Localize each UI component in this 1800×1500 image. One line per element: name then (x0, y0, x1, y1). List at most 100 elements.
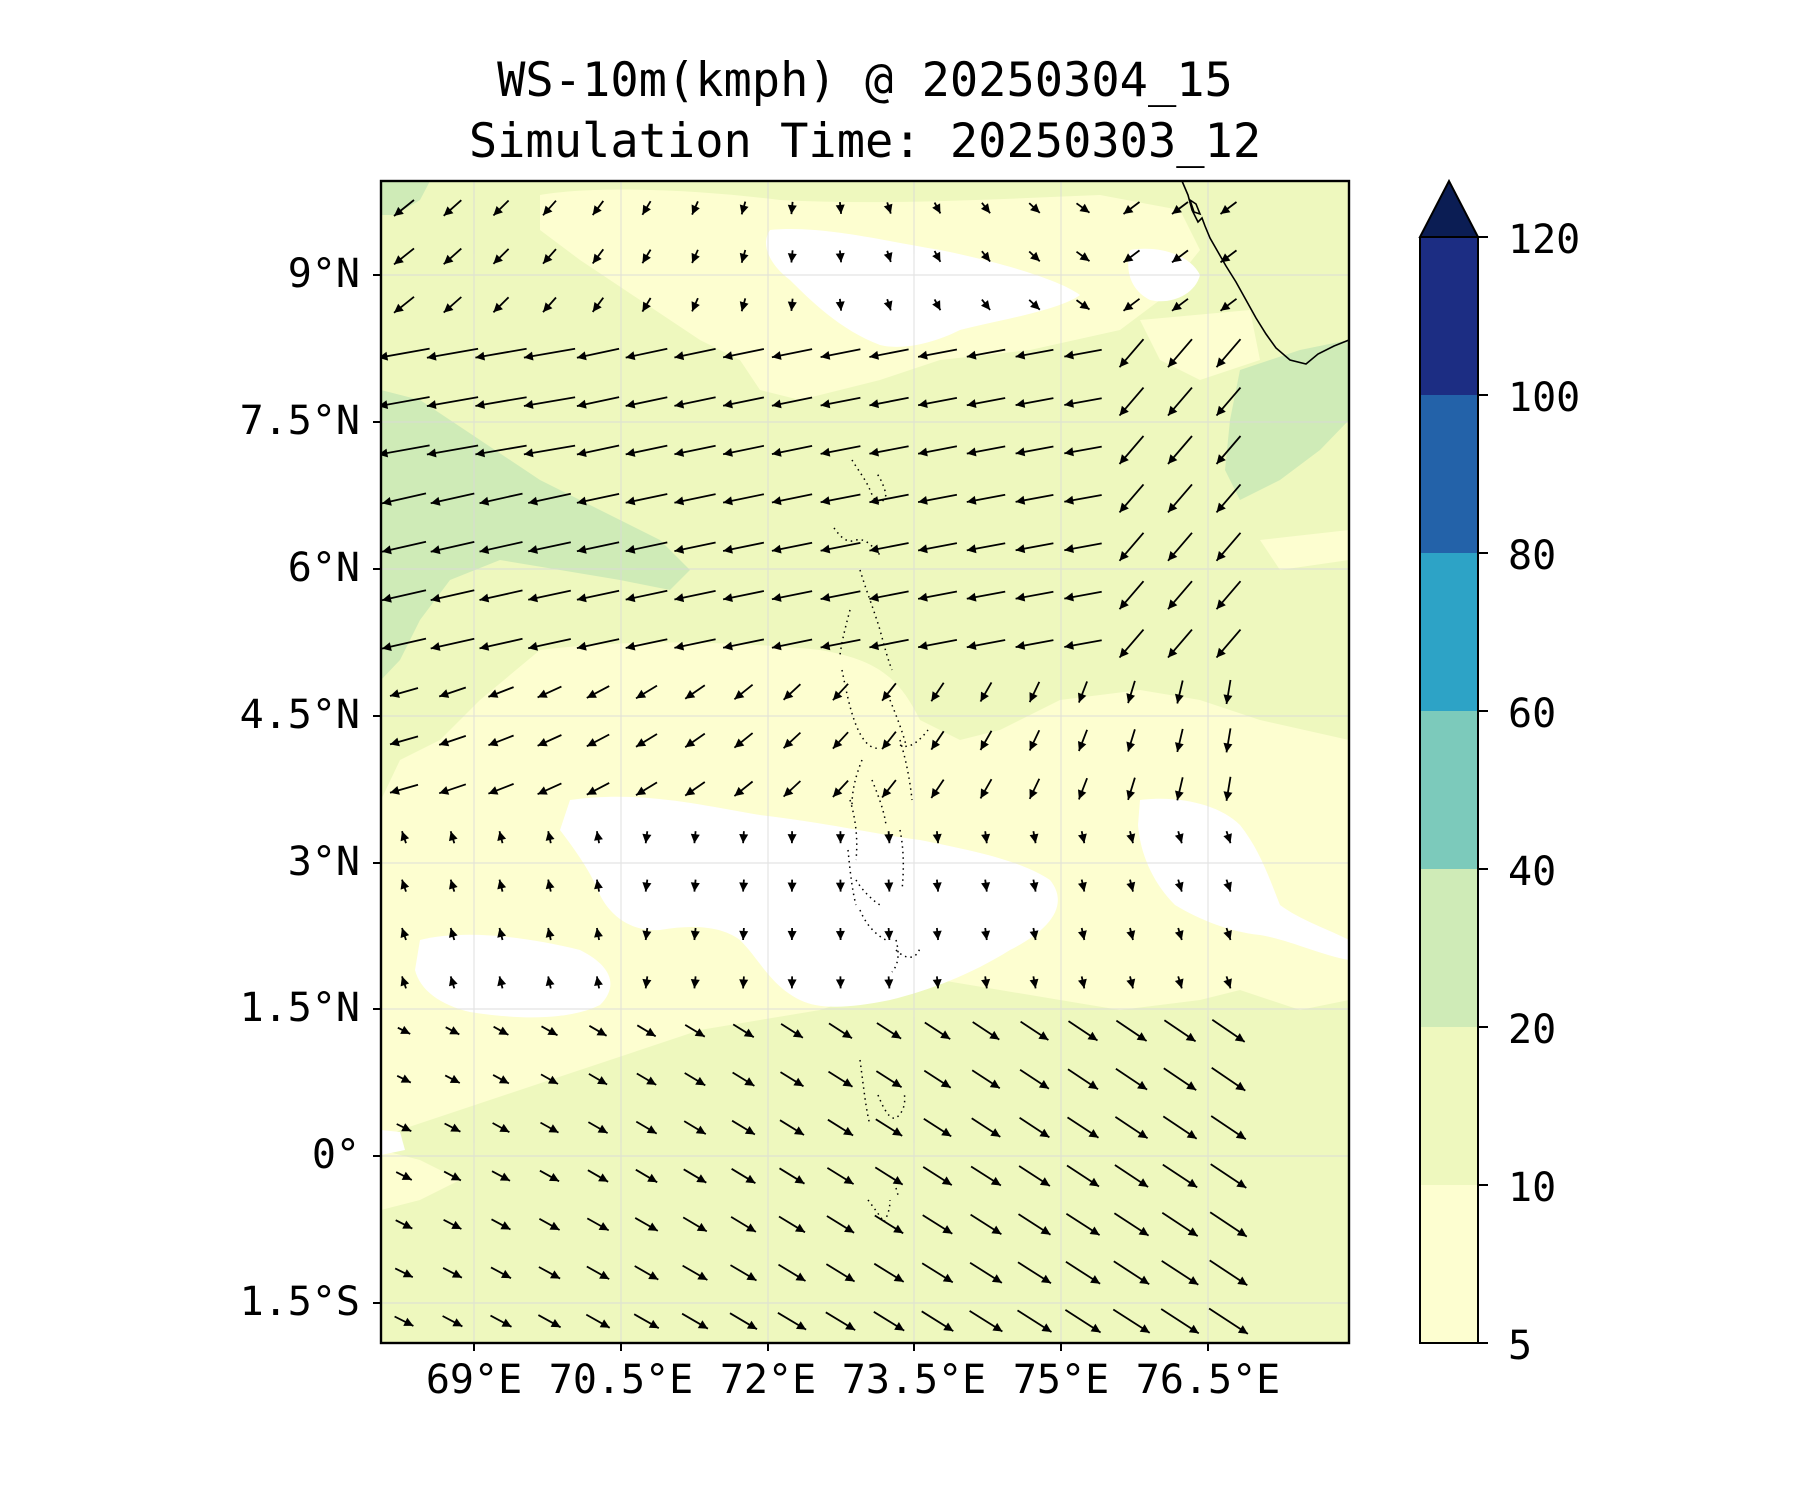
wind-vector-head (980, 740, 989, 750)
wind-vector-head (1188, 1324, 1199, 1334)
wind-vector-head (966, 350, 977, 360)
wind-vector-head (449, 928, 458, 938)
wind-vector-head (1216, 599, 1226, 610)
wind-vector-head (744, 1077, 755, 1086)
wind-vector-head (966, 399, 977, 408)
wind-vector-head (1015, 495, 1026, 505)
wind-vector-head (1015, 592, 1026, 602)
x-tick-label-76.5E: 76.5°E (1135, 1357, 1281, 1403)
maldives-atolls (833, 459, 929, 1224)
wind-vector-head (771, 447, 782, 457)
wind-vector-head (1136, 1032, 1147, 1041)
wind-vector-head (548, 1124, 559, 1133)
wind-vector-head (1168, 599, 1178, 610)
wind-vector-head (1015, 399, 1026, 408)
wind-vector-head (1015, 447, 1026, 457)
wind-vector-head (1216, 647, 1226, 658)
wind-vector-head (598, 1222, 609, 1231)
chart-subtitle: Simulation Time: 20250303_12 (468, 114, 1262, 169)
wind-vector-head (1168, 454, 1178, 464)
wind-vector-head (690, 979, 700, 989)
wind-vector-head (835, 301, 845, 311)
wind-vector-head (430, 545, 441, 555)
wind-vector-head (497, 879, 507, 890)
wind-vector-head (844, 1224, 855, 1233)
wind-vector-head (674, 496, 685, 506)
x-tick-label-75E: 75°E (1012, 1357, 1110, 1403)
wind-vector-head (697, 1271, 708, 1280)
wind-vector-head (596, 1027, 607, 1036)
wind-vector-head (1079, 252, 1090, 262)
colorbar-label-100: 100 (1508, 375, 1581, 421)
wind-vector-head (787, 834, 797, 844)
wind-vector-head (739, 301, 749, 312)
wind-vector-head (734, 738, 745, 748)
wind-vector-head (547, 1027, 558, 1036)
wind-vector-head (625, 641, 636, 651)
wind-vector-head (449, 1026, 460, 1035)
wind-vector-head (980, 691, 989, 702)
wind-vector-head (1119, 551, 1129, 561)
wind-vector-head (475, 448, 485, 458)
contour-20-40 (381, 181, 1349, 680)
wind-vector-head (1040, 1226, 1051, 1235)
wind-vector-head (1038, 1080, 1049, 1089)
wind-vector-head (1029, 740, 1038, 751)
wind-vector-head (648, 1271, 659, 1280)
x-tick-label-69E: 69°E (425, 1357, 523, 1403)
wind-vector-head (647, 1173, 658, 1183)
wind-vector-head (1126, 693, 1135, 704)
wind-vector-head (931, 788, 940, 798)
wind-vector-head (918, 399, 928, 408)
wind-vector-head (674, 351, 685, 361)
wind-vector-head (981, 978, 991, 989)
y-tick-label-4.5N: 4.5°N (239, 692, 360, 738)
wind-vector-head (787, 930, 797, 940)
wind-vector-head (771, 544, 782, 554)
wind-vector-head (787, 253, 797, 263)
wind-vector-head (382, 642, 392, 651)
wind-vector-head (646, 1125, 657, 1134)
wind-vector-head (1172, 253, 1182, 263)
wind-vector-head (893, 1224, 904, 1234)
wind-vector-head (966, 447, 977, 457)
wind-vector-head (1168, 647, 1178, 658)
wind-vector-head (869, 447, 879, 457)
wind-vector-head (918, 447, 928, 457)
wind-vector-head (942, 1225, 953, 1234)
wind-vector-head (449, 976, 458, 987)
coastline (1181, 181, 1349, 365)
wind-vector-head (548, 1075, 558, 1084)
wind-vector-head (1187, 1227, 1198, 1237)
wind-vector-head (401, 1171, 412, 1180)
wind-vector-head (792, 1029, 803, 1038)
wind-vector-head (783, 787, 794, 797)
wind-vector-head (787, 204, 797, 215)
colorbar-label-20: 20 (1508, 1007, 1557, 1053)
wind-vector-head (599, 1270, 610, 1280)
wind-vector-head (400, 1025, 411, 1034)
wind-vector-head (1236, 1179, 1247, 1188)
wind-vector-head (537, 786, 548, 795)
wind-vector-head (1172, 205, 1182, 214)
wind-vector-head (1030, 251, 1040, 262)
wind-vector-head (739, 834, 749, 844)
wind-vector-head (594, 831, 603, 841)
wind-vector-head (734, 786, 745, 797)
wind-vector-head (499, 1172, 510, 1181)
wind-vector-head (625, 399, 636, 409)
colorbar-segment (1420, 869, 1478, 1027)
wind-vector-head (426, 351, 437, 361)
wind-vector-head (1139, 1275, 1150, 1285)
y-tick-label-9N: 9°N (287, 251, 360, 297)
x-tick-label-73.5E: 73.5°E (841, 1357, 987, 1403)
wind-vector-head (528, 641, 538, 651)
y-tick-label-1.5N: 1.5°N (239, 985, 360, 1031)
wind-vector-head (1126, 881, 1136, 892)
wind-vector-head (452, 1318, 463, 1327)
wind-vector-head (439, 737, 450, 747)
wind-vector-head (1087, 1031, 1098, 1041)
wind-vector-head (745, 1223, 756, 1232)
wind-vector-head (1223, 930, 1232, 940)
